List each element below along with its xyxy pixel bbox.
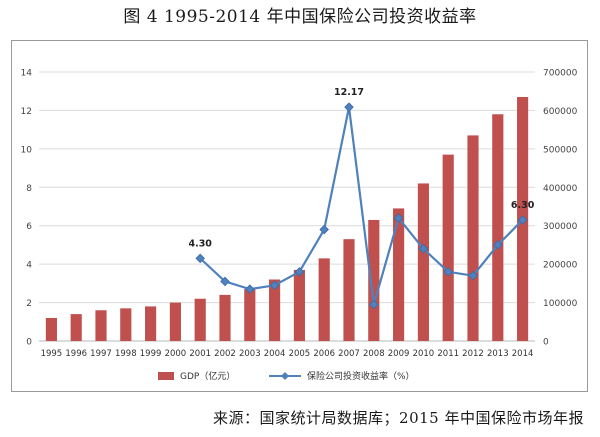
legend-label-gdp: GDP（亿元） <box>180 370 235 382</box>
bar <box>219 294 231 341</box>
bar <box>492 114 504 342</box>
right-tick-label: 600000 <box>543 107 578 117</box>
chart-frame: 0 2 4 6 8 10 12 14 0 100000 200000 300000 400000 5000… <box>11 40 588 392</box>
bar <box>393 208 405 341</box>
yield-point <box>294 267 305 277</box>
right-tick-label: 0 <box>543 338 549 348</box>
bar <box>145 306 157 341</box>
x-tick-label: 1996 <box>65 349 87 359</box>
yield-point <box>220 276 230 287</box>
bar <box>442 154 454 341</box>
data-label: 4.30 <box>188 238 212 249</box>
x-tick-label: 2014 <box>512 349 534 359</box>
yield-line <box>199 106 524 306</box>
source-note: 来源：国家统计局数据库；2015 年中国保险市场年报 <box>213 409 584 427</box>
right-tick-label: 400000 <box>543 184 578 194</box>
left-tick-label: 14 <box>21 69 33 79</box>
yield-point <box>344 102 354 112</box>
left-tick-label: 12 <box>21 107 32 117</box>
left-tick-label: 8 <box>26 184 32 194</box>
yield-point <box>468 270 478 281</box>
right-tick-label: 700000 <box>543 69 578 79</box>
right-tick-label: 500000 <box>543 145 578 155</box>
yield-point <box>443 267 453 277</box>
x-tick-label: 2002 <box>214 349 236 359</box>
bar <box>169 302 181 341</box>
left-tick-label: 4 <box>26 261 32 271</box>
x-tick-label: 2000 <box>165 349 187 359</box>
bar <box>417 183 429 341</box>
bar <box>194 298 206 341</box>
bar <box>467 135 479 341</box>
yield-point <box>369 299 379 310</box>
bar <box>293 269 305 341</box>
bar <box>120 308 132 341</box>
yield-point <box>393 213 404 223</box>
x-tick-label: 2012 <box>462 349 484 359</box>
data-label: 6.30 <box>511 200 535 211</box>
x-tick-label: 2011 <box>437 349 459 359</box>
right-tick-label: 100000 <box>543 299 578 309</box>
legend-swatch-gdp <box>158 372 174 380</box>
legend-label-yield: 保险公司投资收益率（%） <box>307 370 415 382</box>
left-tick-label: 0 <box>26 338 32 348</box>
x-tick-label: 2004 <box>264 349 286 359</box>
right-tick-label: 300000 <box>543 222 578 232</box>
combo-chart: 0 2 4 6 8 10 12 14 0 100000 200000 300000 400000 5000… <box>21 69 578 383</box>
bar <box>244 289 256 341</box>
bar <box>318 258 330 341</box>
left-tick-label: 2 <box>26 299 32 309</box>
x-tick-label: 2001 <box>189 349 211 359</box>
yield-point <box>319 224 329 235</box>
x-tick-label: 1999 <box>140 349 162 359</box>
x-tick-label: 2005 <box>289 349 311 359</box>
bar <box>269 279 281 341</box>
x-tick-label: 2003 <box>239 349 261 359</box>
bar <box>343 239 355 341</box>
left-tick-label: 6 <box>26 222 32 232</box>
x-tick-label: 2007 <box>338 349 360 359</box>
x-tick-label: 2010 <box>413 349 435 359</box>
right-tick-label: 200000 <box>543 261 578 271</box>
x-tick-label: 2013 <box>487 349 509 359</box>
yield-point <box>245 284 255 294</box>
left-tick-label: 10 <box>21 145 33 155</box>
legend-marker-yield <box>281 372 289 380</box>
x-tick-label: 2009 <box>388 349 410 359</box>
x-tick-label: 1998 <box>115 349 137 359</box>
bar <box>70 314 82 341</box>
figure-title: 图 4 1995-2014 年中国保险公司投资收益率 <box>123 7 477 27</box>
x-tick-label: 1997 <box>90 349 112 359</box>
yield-point <box>418 244 429 254</box>
yield-point <box>517 215 528 225</box>
x-tick-label: 1995 <box>41 349 63 359</box>
data-label: 12.17 <box>334 87 364 98</box>
yield-point <box>269 280 280 291</box>
yield-point <box>493 240 503 250</box>
x-tick-label: 2008 <box>363 349 385 359</box>
bar <box>368 219 380 341</box>
x-tick-label: 2006 <box>313 349 335 359</box>
yield-point <box>195 253 205 264</box>
bar <box>95 310 107 341</box>
bar <box>45 317 57 341</box>
